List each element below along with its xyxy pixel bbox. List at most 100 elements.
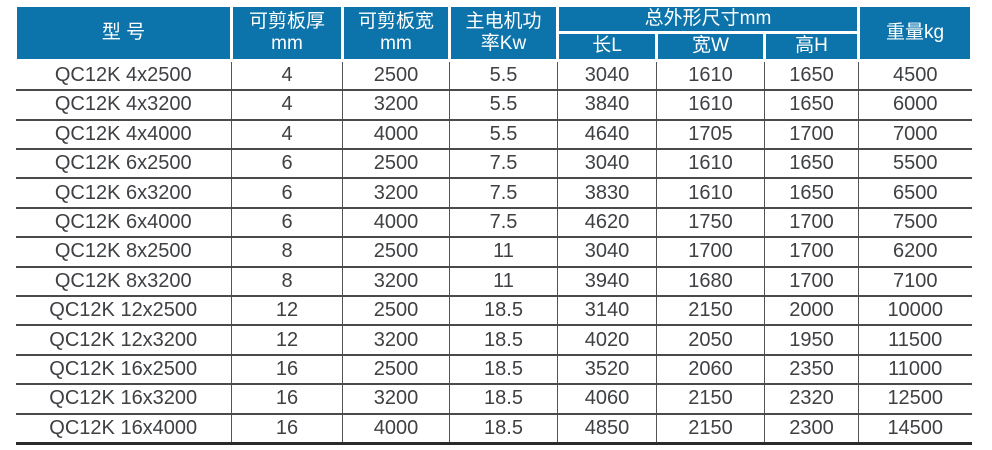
table-row: QC12K 4x4000 4 4000 5.5 4640 1705 1700 7000 <box>15 118 972 149</box>
cell-width-mm: 2500 <box>342 60 450 91</box>
cell-width-w: 2060 <box>656 353 765 385</box>
cell-motor-power-kw: 5.5 <box>449 89 558 120</box>
table-row: QC12K 16x3200 16 3200 18.5 4060 2150 2320 12500 <box>15 383 972 414</box>
header-width-mm: 可剪板宽 mm <box>341 4 451 62</box>
cell-motor-power-kw: 7.5 <box>449 177 558 208</box>
table-row: QC12K 16x4000 16 4000 18.5 4850 2150 2300 14500 <box>15 412 972 445</box>
table-row: QC12K 6x2500 6 2500 7.5 3040 1610 1650 5500 <box>15 147 972 179</box>
cell-motor-power-kw: 18.5 <box>449 383 558 414</box>
header-height-h: 高H <box>763 31 860 62</box>
cell-thickness-mm: 16 <box>231 383 343 414</box>
cell-height-h: 1650 <box>764 60 859 91</box>
cell-motor-power-kw: 18.5 <box>449 324 558 355</box>
cell-height-h: 1700 <box>764 118 859 149</box>
cell-model: QC12K 8x2500 <box>15 236 232 267</box>
cell-height-h: 2350 <box>764 353 859 385</box>
cell-width-mm: 2500 <box>342 236 450 267</box>
header-thickness-mm: 可剪板厚 mm <box>230 4 344 62</box>
cell-length-l: 3830 <box>557 177 657 208</box>
cell-weight-kg: 12500 <box>858 383 972 414</box>
cell-thickness-mm: 4 <box>231 89 343 120</box>
cell-thickness-mm: 6 <box>231 177 343 208</box>
cell-weight-kg: 7100 <box>858 265 972 296</box>
cell-width-w: 1610 <box>656 177 765 208</box>
cell-thickness-mm: 4 <box>231 60 343 91</box>
cell-height-h: 1650 <box>764 89 859 120</box>
cell-weight-kg: 6200 <box>858 236 972 267</box>
cell-width-w: 2150 <box>656 383 765 414</box>
cell-thickness-mm: 8 <box>231 265 343 296</box>
cell-length-l: 3040 <box>557 236 657 267</box>
cell-width-w: 1680 <box>656 265 765 296</box>
table-row: QC12K 4x3200 4 3200 5.5 3840 1610 1650 6000 <box>15 89 972 120</box>
header-length-l: 长L <box>556 31 658 62</box>
cell-length-l: 3040 <box>557 147 657 179</box>
cell-length-l: 3840 <box>557 89 657 120</box>
cell-thickness-mm: 12 <box>231 324 343 355</box>
cell-width-w: 1610 <box>656 60 765 91</box>
table-header: 型 号 可剪板厚 mm 可剪板宽 mm 主电机功 率Kw 总外形尺寸mm 重量k… <box>14 3 973 62</box>
cell-length-l: 4020 <box>557 324 657 355</box>
cell-width-w: 1610 <box>656 147 765 179</box>
cell-width-mm: 4000 <box>342 206 450 238</box>
cell-weight-kg: 6500 <box>858 177 972 208</box>
header-dimensions-group: 总外形尺寸mm <box>556 3 860 35</box>
cell-length-l: 4620 <box>557 206 657 238</box>
cell-width-mm: 3200 <box>342 324 450 355</box>
cell-length-l: 4850 <box>557 412 657 445</box>
cell-model: QC12K 6x2500 <box>15 147 232 179</box>
cell-motor-power-kw: 11 <box>449 265 558 296</box>
cell-weight-kg: 11500 <box>858 324 972 355</box>
cell-width-mm: 2500 <box>342 147 450 179</box>
cell-width-mm: 3200 <box>342 383 450 414</box>
cell-length-l: 3940 <box>557 265 657 296</box>
table-row: QC12K 8x2500 8 2500 11 3040 1700 1700 6200 <box>15 236 972 267</box>
cell-height-h: 1700 <box>764 236 859 267</box>
cell-thickness-mm: 12 <box>231 294 343 326</box>
table-body: QC12K 4x2500 4 2500 5.5 3040 1610 1650 4500 QC12… <box>15 60 972 445</box>
cell-model: QC12K 16x4000 <box>15 412 232 445</box>
cell-length-l: 4060 <box>557 383 657 414</box>
cell-thickness-mm: 4 <box>231 118 343 149</box>
cell-model: QC12K 16x2500 <box>15 353 232 385</box>
table-row: QC12K 12x3200 12 3200 18.5 4020 2050 1950 11500 <box>15 324 972 355</box>
cell-width-mm: 3200 <box>342 177 450 208</box>
cell-height-h: 1950 <box>764 324 859 355</box>
cell-motor-power-kw: 5.5 <box>449 118 558 149</box>
cell-motor-power-kw: 7.5 <box>449 147 558 179</box>
cell-weight-kg: 6000 <box>858 89 972 120</box>
cell-length-l: 3520 <box>557 353 657 385</box>
cell-weight-kg: 10000 <box>858 294 972 326</box>
cell-thickness-mm: 8 <box>231 236 343 267</box>
cell-width-mm: 2500 <box>342 353 450 385</box>
table-row: QC12K 6x3200 6 3200 7.5 3830 1610 1650 6500 <box>15 177 972 208</box>
header-width-w: 宽W <box>655 31 766 62</box>
cell-width-mm: 2500 <box>342 294 450 326</box>
cell-model: QC12K 4x2500 <box>15 60 232 91</box>
table-row: QC12K 16x2500 16 2500 18.5 3520 2060 2350 11000 <box>15 353 972 385</box>
header-motor-power-kw: 主电机功 率Kw <box>448 4 559 62</box>
cell-model: QC12K 16x3200 <box>15 383 232 414</box>
cell-model: QC12K 8x3200 <box>15 265 232 296</box>
cell-motor-power-kw: 18.5 <box>449 353 558 385</box>
cell-thickness-mm: 16 <box>231 353 343 385</box>
cell-model: QC12K 12x3200 <box>15 324 232 355</box>
cell-weight-kg: 4500 <box>858 60 972 91</box>
cell-weight-kg: 7000 <box>858 118 972 149</box>
cell-model: QC12K 6x4000 <box>15 206 232 238</box>
cell-height-h: 1700 <box>764 206 859 238</box>
header-model: 型 号 <box>14 4 233 62</box>
table-row: QC12K 12x2500 12 2500 18.5 3140 2150 2000 10000 <box>15 294 972 326</box>
cell-model: QC12K 12x2500 <box>15 294 232 326</box>
cell-motor-power-kw: 11 <box>449 236 558 267</box>
cell-model: QC12K 6x3200 <box>15 177 232 208</box>
cell-length-l: 4640 <box>557 118 657 149</box>
cell-weight-kg: 5500 <box>858 147 972 179</box>
cell-motor-power-kw: 5.5 <box>449 60 558 91</box>
cell-height-h: 2000 <box>764 294 859 326</box>
cell-model: QC12K 4x4000 <box>15 118 232 149</box>
cell-weight-kg: 11000 <box>858 353 972 385</box>
cell-width-w: 1700 <box>656 236 765 267</box>
cell-motor-power-kw: 18.5 <box>449 412 558 445</box>
